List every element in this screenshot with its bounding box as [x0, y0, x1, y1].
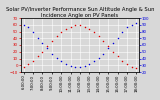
Point [112, 42, 114, 44]
Point [27, 63, 30, 65]
Point [135, 23, 138, 24]
Point [55, 57, 58, 59]
Point [22, 66, 25, 67]
Point [126, 63, 128, 65]
Point [51, 40, 53, 42]
Point [88, 63, 91, 65]
Point [116, 56, 119, 57]
Point [83, 26, 86, 28]
Point [60, 31, 63, 33]
Point [97, 57, 100, 59]
Title: Solar PV/Inverter Performance Sun Altitude Angle & Sun Incidence Angle on PV Pan: Solar PV/Inverter Performance Sun Altitu… [6, 7, 154, 18]
Point [79, 25, 81, 26]
Point [83, 65, 86, 67]
Point [126, 27, 128, 28]
Point [130, 66, 133, 67]
Point [107, 48, 109, 49]
Point [135, 67, 138, 69]
Point [102, 40, 105, 42]
Point [65, 28, 67, 30]
Point [32, 31, 34, 33]
Point [55, 35, 58, 37]
Point [88, 28, 91, 30]
Point [107, 46, 109, 47]
Point [51, 53, 53, 55]
Point [112, 51, 114, 53]
Point [65, 63, 67, 65]
Point [74, 25, 77, 26]
Point [97, 35, 100, 37]
Point [102, 53, 105, 55]
Point [116, 37, 119, 38]
Point [46, 48, 48, 49]
Point [46, 46, 48, 47]
Point [121, 60, 124, 61]
Point [60, 60, 63, 62]
Point [121, 31, 124, 33]
Point [69, 26, 72, 28]
Point [79, 66, 81, 68]
Point [41, 51, 44, 53]
Point [93, 60, 95, 62]
Point [36, 56, 39, 57]
Point [32, 60, 34, 61]
Point [41, 42, 44, 44]
Point [93, 31, 95, 33]
Point [22, 24, 25, 26]
Point [36, 37, 39, 38]
Point [130, 24, 133, 26]
Point [27, 27, 30, 28]
Point [74, 66, 77, 68]
Point [69, 65, 72, 67]
